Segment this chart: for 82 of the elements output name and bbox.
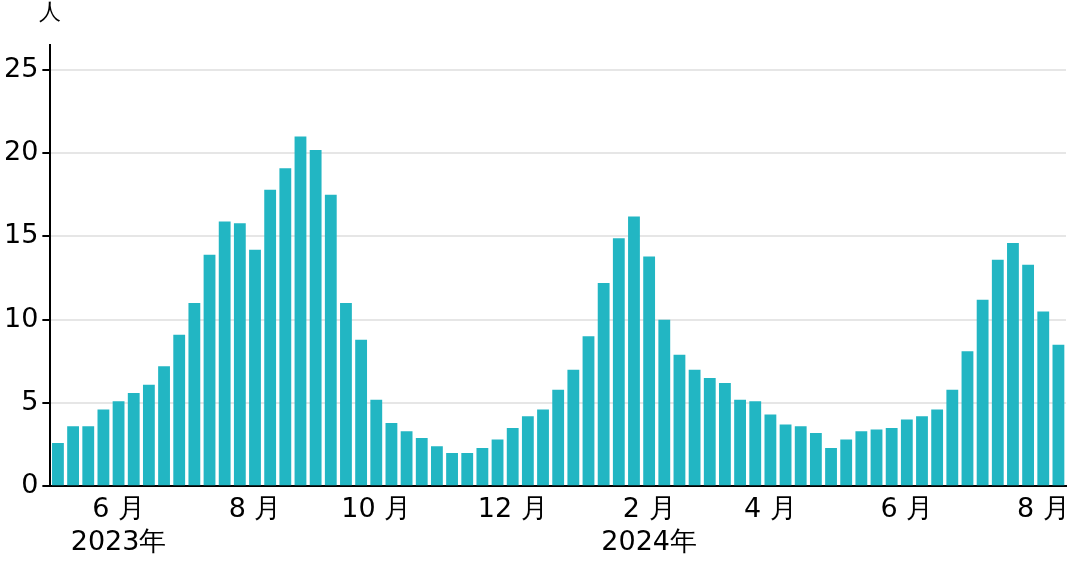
x-tick-label: 6 月 [880,492,934,524]
bar [355,339,368,486]
bar [825,447,837,486]
bar [946,389,959,486]
y-tick-label: 25 [4,51,39,83]
bar [885,427,898,486]
bar [628,216,640,486]
y-tick-label: 20 [4,135,39,167]
bar [749,401,762,486]
x-tick-label: 10 月 [341,492,412,524]
bar [173,334,186,486]
bar [491,439,504,486]
bar [582,336,595,486]
x-tick-label: 2 月 2024年 [601,492,697,556]
bar [1037,311,1050,486]
y-tick-label: 0 [21,468,39,500]
bar [658,319,671,486]
bar [916,416,928,486]
bar [521,416,534,486]
bar [1022,264,1035,486]
bar [597,283,610,486]
bar [764,414,777,486]
bar [112,401,125,486]
bar [1052,344,1065,486]
x-tick-label: 8 月 [228,492,282,524]
bar [931,409,944,486]
y-axis-title: 人 [39,0,62,24]
x-tick-label: 4 月 [744,492,797,524]
bar [400,431,413,486]
bar [976,299,989,486]
bar [779,424,792,486]
bar [249,249,261,486]
bar [840,439,853,486]
bar [127,392,140,486]
bar [552,389,565,486]
bar [203,254,216,486]
x-tick-label: 12 月 [477,492,548,524]
bar [673,354,686,486]
bar [567,369,580,486]
bar [233,223,246,486]
bar [385,422,398,486]
x-tick-label: 6 月 2023年 [70,492,167,556]
bar [688,369,701,486]
bar [218,221,231,486]
bar [264,189,277,486]
bar [506,427,519,486]
bar [294,136,307,486]
bar [142,384,155,486]
bar [734,399,746,486]
bar [643,256,656,486]
bar [158,366,170,486]
bar [52,442,64,486]
bar [188,303,201,486]
bar [537,409,549,486]
x-tick-label: 8 月 [1016,492,1068,524]
bar [279,168,292,486]
bar [870,429,883,486]
bar [612,238,625,486]
bar [82,426,95,486]
bar [900,419,913,486]
bar [415,437,428,486]
bar [340,303,352,486]
bar [370,399,383,486]
bar [461,452,474,486]
bar [809,432,822,486]
bar [309,149,322,486]
bar [794,426,807,486]
bar [446,452,458,486]
y-tick-label: 5 [21,384,39,416]
bar [991,259,1004,486]
bar [431,446,443,486]
bar [703,377,716,486]
bar [1007,243,1019,486]
bar [67,426,80,486]
bar [476,447,489,486]
y-tick-label: 15 [4,218,39,250]
bar [324,194,337,486]
bar [97,409,110,486]
y-tick-label: 10 [4,301,39,333]
bar [719,382,731,486]
bar [855,431,868,486]
bar [961,351,974,486]
